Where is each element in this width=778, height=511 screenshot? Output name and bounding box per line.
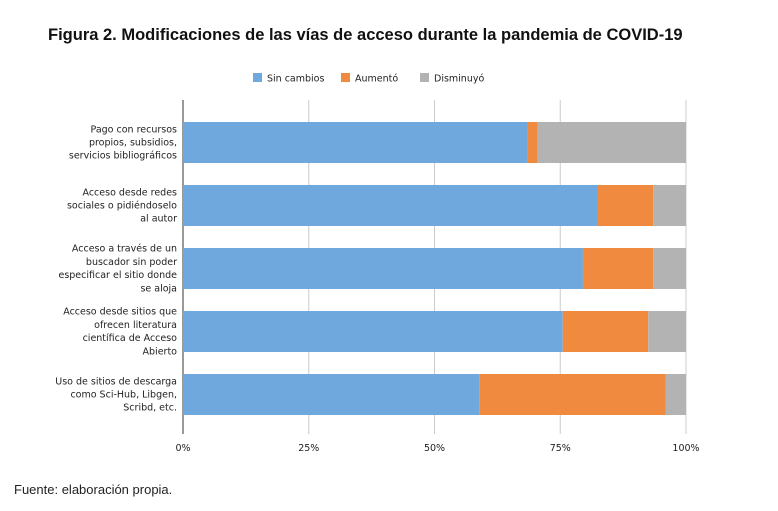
bar-2-aumentó (582, 248, 654, 289)
bar-0-aumentó (527, 122, 538, 163)
category-label-line: Uso de sitios de descarga (55, 376, 177, 387)
bar-3-sin-cambios (183, 311, 563, 352)
legend-swatch-aumentó (341, 73, 350, 82)
category-label-line: sociales o pidiéndoselo (67, 201, 177, 212)
category-label-4: Uso de sitios de descarga como Sci-Hub, L… (55, 376, 177, 413)
category-label-3: Acceso desde sitios que ofrecen literatur… (63, 307, 177, 358)
category-label-line: Acceso desde sitios que (63, 307, 177, 318)
category-label-line: Abierto (143, 346, 178, 357)
category-label-1: Acceso desde redes sociales o pidiéndosel… (67, 187, 177, 224)
x-tick-label-2: 50% (424, 443, 445, 454)
category-label-line: Pago con recursos (91, 124, 178, 135)
legend-label-sin-cambios: Sin cambios (267, 74, 324, 85)
x-tick-label-1: 25% (298, 443, 319, 454)
bar-1-aumentó (597, 185, 654, 226)
figure-title: Figura 2. Modificaciones de las vías de … (48, 26, 683, 44)
category-label-line: servicios bibliográficos (69, 151, 177, 162)
chart-legend: Sin cambios Aumentó Disminuyó (253, 73, 484, 85)
x-tick-labels: 0% 25% 50% 75% 100% (175, 443, 699, 454)
category-label-line: Acceso a través de un (72, 244, 177, 255)
legend-swatch-disminuyó (420, 73, 429, 82)
category-label-0: Pago con recursos propios, subsidios, serv… (69, 124, 177, 161)
x-tick-label-4: 100% (672, 443, 699, 454)
category-label-line: Scribd, etc. (123, 403, 177, 414)
bar-0-disminuyó (537, 122, 686, 163)
category-label-line: buscador sin poder (86, 257, 177, 268)
category-label-line: científica de Acceso (83, 333, 178, 344)
category-label-line: Acceso desde redes (83, 187, 178, 198)
category-label-line: al autor (140, 214, 177, 225)
stacked-bar-chart: Pago con recursos propios, subsidios, serv… (55, 73, 700, 454)
category-label-line: ofrecen literatura (94, 320, 177, 331)
category-label-line: especificar el sitio donde (58, 270, 177, 281)
category-label-line: se aloja (140, 283, 177, 294)
bar-4-disminuyó (665, 374, 686, 415)
bar-4-sin-cambios (183, 374, 480, 415)
x-tick-label-3: 75% (550, 443, 571, 454)
bar-3-disminuyó (648, 311, 686, 352)
legend-label-aumentó: Aumentó (355, 74, 398, 85)
bar-2-sin-cambios (183, 248, 583, 289)
legend-swatch-sin-cambios (253, 73, 262, 82)
category-label-2: Acceso a través de un buscador sin poder e… (58, 244, 177, 295)
x-tick-label-0: 0% (175, 443, 190, 454)
category-label-line: propios, subsidios, (89, 138, 177, 149)
category-label-line: como Sci-Hub, Libgen, (70, 390, 177, 401)
bar-1-disminuyó (653, 185, 686, 226)
bar-3-aumentó (562, 311, 649, 352)
bar-2-disminuyó (653, 248, 686, 289)
legend-label-disminuyó: Disminuyó (434, 74, 484, 85)
bar-1-sin-cambios (183, 185, 598, 226)
bar-4-aumentó (479, 374, 666, 415)
category-labels: Pago con recursos propios, subsidios, serv… (55, 124, 177, 413)
chart-bars (183, 122, 686, 415)
bar-0-sin-cambios (183, 122, 528, 163)
figure-source: Fuente: elaboración propia. (14, 482, 173, 497)
